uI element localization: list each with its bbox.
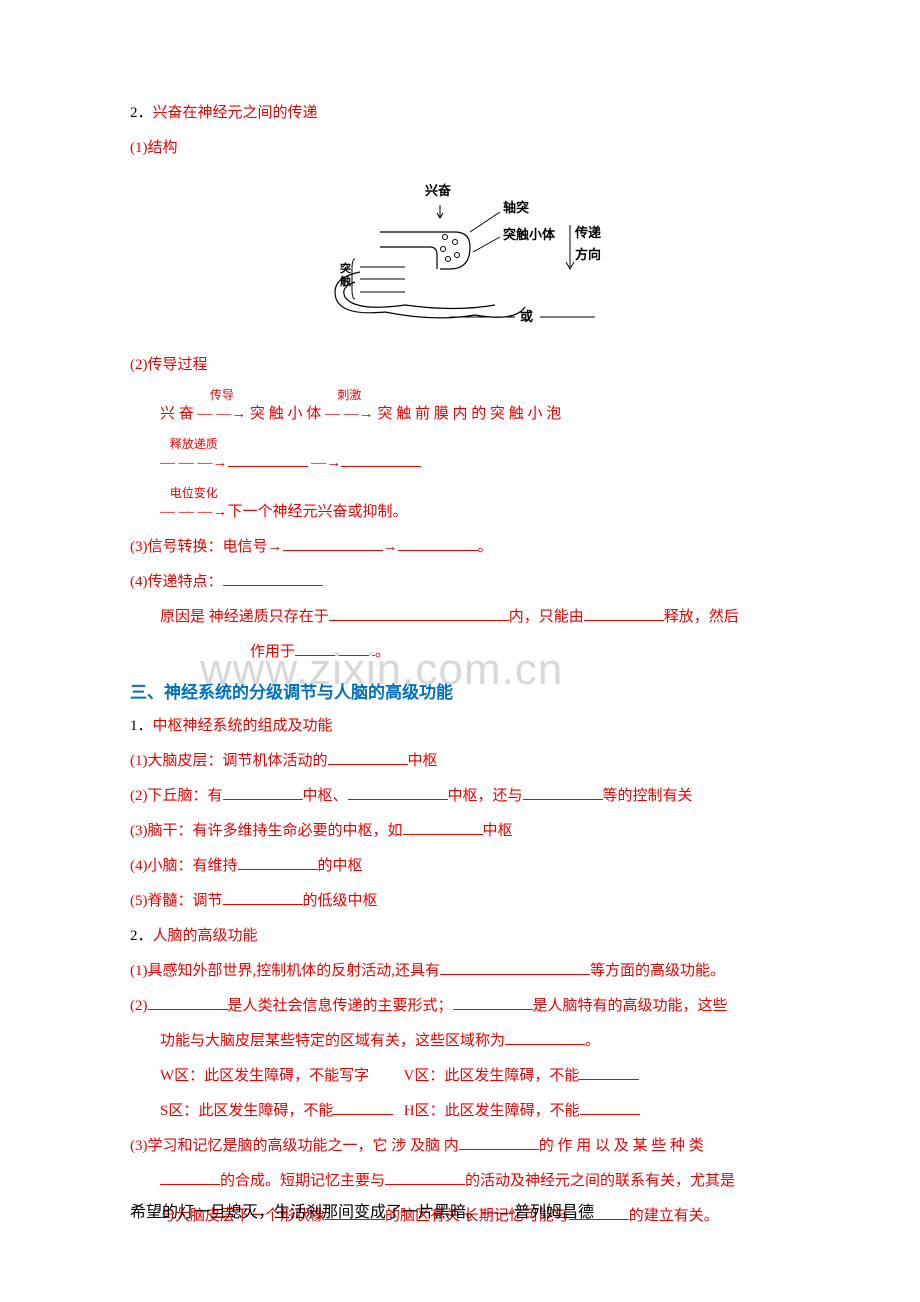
diagram-label-chu: 触: [339, 274, 351, 288]
diagram-label-tuchuxiaoti: 突触小体: [503, 227, 556, 242]
diagram-label-chuandi: 传递: [574, 225, 601, 240]
document-content: 2．兴奋在神经元之间的传递 (1)结构 兴奋 轴突 突触小体 传递 方向 突: [130, 100, 800, 1230]
arrow-ciji: 刺激— —→: [325, 387, 374, 428]
item-2-label: (2)传导过程: [130, 352, 800, 379]
item-3: (3)信号转换：电信号→→。: [130, 534, 800, 561]
arrow-shifang: 释放递质— — —→: [160, 436, 228, 477]
synapse-diagram: 兴奋 轴突 突触小体 传递 方向 突 触: [130, 172, 800, 342]
p1-1: (1)大脑皮层：调节机体活动的中枢: [130, 748, 800, 775]
p2-sh: S区：此区发生障碍，不能 H区：此区发生障碍，不能: [160, 1098, 800, 1125]
diagram-label-tu: 突: [340, 261, 351, 275]
section-3-heading: 三、神经系统的分级调节与人脑的高级功能: [130, 678, 800, 703]
p2-2b: 功能与大脑皮层某些特定的区域有关，这些区域称为。: [160, 1028, 800, 1055]
diagram-label-zhoutu: 轴突: [503, 200, 529, 215]
p2-3b: 的合成。短期记忆主要与的活动及神经元之间的联系有关，尤其是: [160, 1168, 800, 1195]
item-2-line2: 释放递质— — —→ —→: [160, 436, 800, 477]
arrow-dianwei: 电位变化— — —→: [160, 485, 228, 526]
p2-1: (1)具感知外部世界,控制机体的反射活动,还具有等方面的高级功能。: [130, 958, 800, 985]
p2-2a: (2)是人类社会信息传递的主要形式；是人脑特有的高级功能，这些: [130, 993, 800, 1020]
item-1-label: (1)结构: [130, 135, 800, 162]
diagram-label-huo: 或: [520, 309, 533, 324]
item-4-reason-2: 作用于。: [250, 639, 800, 666]
p1-2: (2)下丘脑：有中枢、中枢，还与等的控制有关: [130, 783, 800, 810]
p1-5: (5)脊髓：调节的低级中枢: [130, 888, 800, 915]
heading-2-num: 2．: [130, 105, 153, 121]
p2-heading: 2．人脑的高级功能: [130, 923, 800, 950]
item-4: (4)传递特点：: [130, 569, 800, 596]
p1-3: (3)脑干：有许多维持生命必要的中枢，如中枢: [130, 818, 800, 845]
heading-2-title: 兴奋在神经元之间的传递: [153, 105, 318, 121]
item-2-line1: 兴 奋 传导— —→ 突 触 小 体 刺激— —→ 突 触 前 膜 内 的 突 …: [160, 387, 800, 428]
footer-quote: 希望的灯一旦熄灭，生活刹那间变成了一片黑暗。——普列姆昌德: [130, 1198, 800, 1222]
item-2-line3: 电位变化— — —→下一个神经元兴奋或抑制。: [160, 485, 800, 526]
item-4-reason-1: 原因是 神经递质只存在于内，只能由释放，然后: [160, 604, 800, 631]
p1-heading: 1．中枢神经系统的组成及功能: [130, 713, 800, 740]
diagram-label-xingfen: 兴奋: [425, 183, 452, 198]
heading-2: 2．兴奋在神经元之间的传递: [130, 100, 800, 127]
p2-3a: (3)学习和记忆是脑的高级功能之一，它 涉 及脑 内的 作 用 以 及 某 些 …: [130, 1133, 800, 1160]
arrow-chuandao: 传导— —→: [198, 387, 247, 428]
p1-4: (4)小脑：有维持的中枢: [130, 853, 800, 880]
diagram-label-fangxiang: 方向: [575, 247, 601, 262]
p2-wv: W区：此区发生障碍，不能写字 V区：此区发生障碍，不能: [160, 1063, 800, 1090]
